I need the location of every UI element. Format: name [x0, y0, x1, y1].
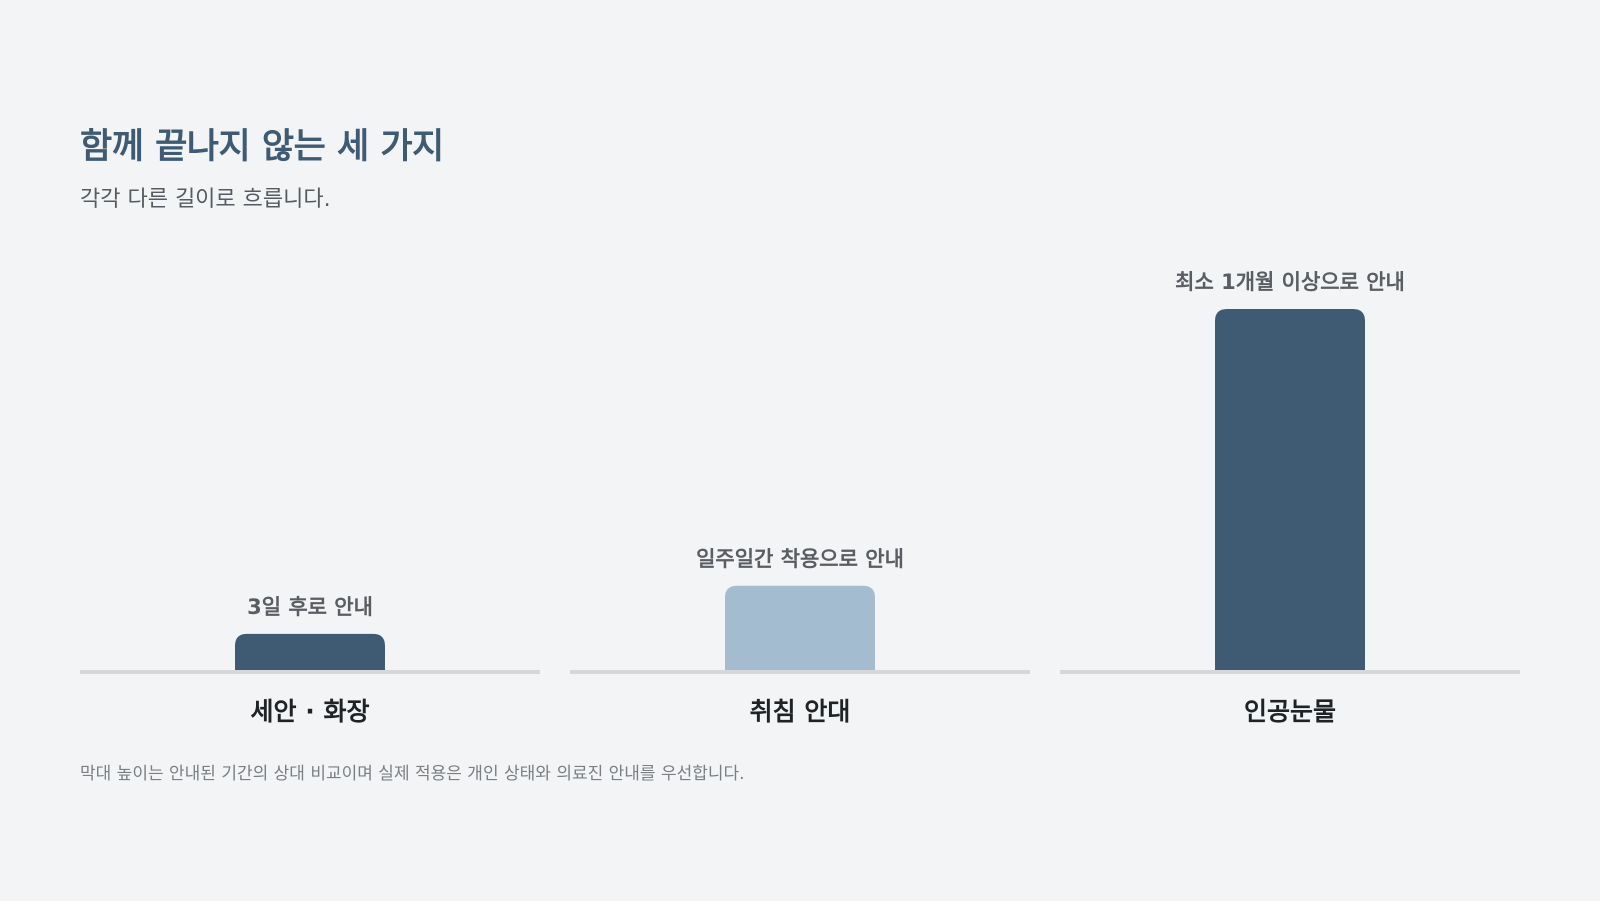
bar-3	[1215, 309, 1365, 670]
category-label-2: 취침 안대	[750, 697, 851, 726]
chart-footnote: 막대 높이는 안내된 기간의 상대 비교이며 실제 적용은 개인 상태와 의료진…	[80, 764, 745, 784]
category-label-1: 세안 · 화장	[251, 697, 370, 726]
chart-title: 함께 끝나지 않는 세 가지	[80, 127, 444, 167]
baseline-1	[80, 670, 540, 674]
bar-2	[725, 585, 875, 670]
data-label-3: 최소 1개월 이상으로 안내	[1175, 270, 1405, 294]
data-label-1: 3일 후로 안내	[247, 595, 373, 619]
category-label-3: 인공눈물	[1244, 697, 1336, 726]
bar-1	[235, 633, 385, 670]
baseline-3	[1060, 670, 1520, 674]
chart-subtitle: 각각 다른 길이로 흐릅니다.	[80, 187, 331, 212]
baseline-2	[570, 670, 1030, 674]
data-label-2: 일주일간 착용으로 안내	[696, 547, 904, 571]
